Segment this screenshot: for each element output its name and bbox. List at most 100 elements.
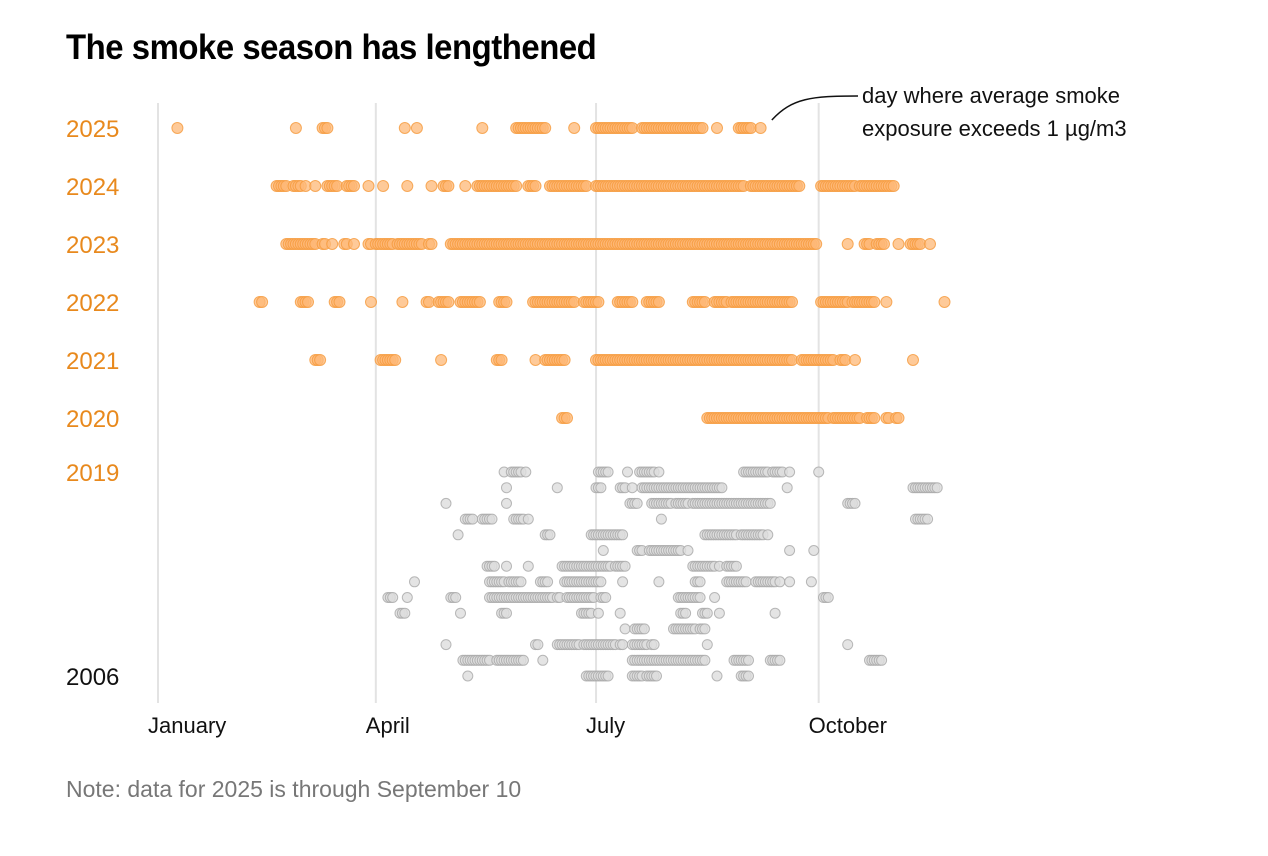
smoke-day-point [488, 560, 500, 572]
smoke-day-point [302, 296, 314, 308]
smoke-day-point [892, 412, 905, 424]
series-2023 [280, 238, 936, 250]
smoke-day-point [476, 122, 489, 134]
smoke-day-point [314, 354, 327, 366]
annotation: day where average smoke exposure exceeds… [771, 83, 1127, 141]
series-2010 [394, 607, 781, 619]
smoke-day-point [880, 296, 893, 308]
smoke-day-point [467, 513, 479, 525]
smoke-day-point [813, 466, 825, 478]
smoke-day-point [171, 122, 184, 134]
smoke-day-point [769, 607, 781, 619]
year-label-2022: 2022 [66, 290, 119, 317]
smoke-day-point [716, 482, 728, 494]
smoke-day-point [931, 482, 943, 494]
series-2008 [440, 639, 854, 651]
year-label-2021: 2021 [66, 348, 119, 375]
smoke-day-point [425, 238, 438, 250]
smoke-day-point [653, 466, 665, 478]
smoke-day-point [694, 592, 706, 603]
smoke-day-point [713, 607, 725, 619]
smoke-day-point [561, 412, 573, 424]
smoke-day-point [595, 576, 607, 588]
series-2020 [556, 412, 905, 424]
smoke-day-point [922, 513, 934, 525]
smoke-day-point [450, 592, 462, 603]
smoke-day-point [333, 296, 346, 308]
smoke-day-point [486, 513, 498, 525]
year-label-2023: 2023 [66, 232, 119, 259]
x-tick-label-october: October [809, 713, 887, 738]
smoke-day-point [500, 296, 513, 308]
smoke-day-point [711, 670, 723, 682]
smoke-day-point [786, 296, 798, 308]
month-labels: January April July October [148, 713, 887, 738]
smoke-day-point [696, 122, 709, 134]
smoke-day-point [652, 296, 665, 308]
year-label-2006: 2006 [66, 664, 119, 691]
smoke-day-point [396, 296, 409, 308]
smoke-day-point [522, 513, 534, 525]
smoke-day-point [653, 576, 665, 588]
smoke-day-point [520, 466, 532, 478]
series-2018 [501, 482, 943, 494]
smoke-day-point [452, 529, 464, 541]
smoke-day-point [532, 639, 544, 651]
gridlines [157, 103, 820, 703]
smoke-day-point [326, 238, 339, 250]
smoke-day-point [774, 576, 786, 588]
series-2024 [270, 180, 900, 192]
smoke-day-point [822, 592, 834, 603]
smoke-day-point [619, 623, 631, 635]
smoke-day-point [348, 238, 360, 250]
smoke-day-point [878, 238, 890, 250]
smoke-day-point [529, 180, 542, 192]
annotation-text-line-1: day where average smoke [862, 83, 1120, 108]
year-label-2020: 2020 [66, 406, 119, 433]
smoke-day-point [743, 670, 754, 682]
series-2014 [597, 545, 820, 556]
year-label-2019: 2019 [66, 460, 119, 487]
smoke-day-point [781, 482, 793, 494]
smoke-day-point [256, 296, 269, 308]
smoke-day-point [425, 180, 438, 192]
smoke-day-point [289, 122, 302, 134]
year-label-2024: 2024 [66, 174, 119, 201]
series-2011 [382, 592, 834, 603]
smoke-day-point [539, 122, 552, 134]
x-tick-label-january: January [148, 713, 226, 738]
smoke-day-point [401, 592, 413, 603]
smoke-day-point [537, 654, 549, 666]
smoke-day-point [473, 296, 486, 308]
smoke-day-point [762, 529, 774, 541]
series-2015 [452, 529, 774, 541]
smoke-day-point [617, 639, 629, 651]
smoke-day-point [651, 670, 662, 682]
smoke-day-point [398, 122, 411, 134]
smoke-day-point [842, 639, 854, 651]
smoke-day-point [892, 238, 905, 250]
smoke-day-point [907, 354, 919, 366]
smoke-day-point [701, 607, 713, 619]
smoke-day-point [501, 482, 512, 494]
x-tick-label-april: April [366, 713, 410, 738]
smoke-day-point [551, 482, 563, 494]
smoke-day-point [617, 576, 629, 588]
smoke-day-point [435, 354, 448, 366]
smoke-day-point [568, 122, 581, 134]
smoke-day-point [701, 639, 713, 651]
smoke-day-point [600, 592, 612, 603]
footnote: Note: data for 2025 is through September… [66, 776, 522, 802]
series-2017 [440, 497, 861, 509]
smoke-day-point [743, 654, 754, 666]
smoke-day-point [849, 354, 861, 366]
smoke-day-point [462, 670, 474, 682]
data-points [171, 122, 951, 682]
smoke-day-point [440, 639, 452, 651]
smoke-day-point [309, 180, 322, 192]
smoke-day-point [841, 238, 854, 250]
smoke-day-point [774, 654, 786, 666]
smoke-day-point [619, 560, 631, 572]
series-2022 [253, 296, 951, 308]
smoke-day-point [699, 623, 711, 635]
